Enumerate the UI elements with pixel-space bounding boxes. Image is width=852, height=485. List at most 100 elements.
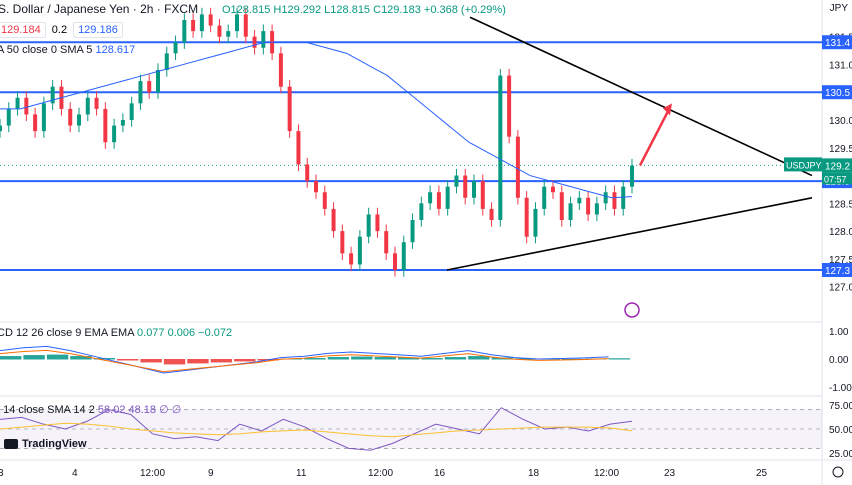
candle-body bbox=[226, 31, 231, 37]
symbol-title-text: S. Dollar / Japanese Yen · 2h · FXCM bbox=[0, 2, 199, 16]
price-tick-label: 130.0 bbox=[829, 116, 852, 127]
candle-body bbox=[235, 14, 239, 32]
sell-button[interactable]: 129.184 bbox=[0, 22, 46, 38]
triangle-upper-trendline bbox=[469, 16, 813, 177]
candle-body bbox=[305, 164, 310, 182]
candle-body bbox=[349, 253, 354, 265]
rsi-values: 58.02 48.18 ∅ ∅ bbox=[97, 404, 182, 416]
candle-body bbox=[428, 192, 433, 204]
sma-line bbox=[0, 41, 633, 199]
spread-value: 0.2 bbox=[51, 24, 68, 36]
settings-gear-icon bbox=[832, 466, 844, 478]
price-tick-label: 128.5 bbox=[829, 199, 852, 210]
time-tick-label: 23 bbox=[664, 468, 676, 479]
macd-histogram-bar bbox=[117, 359, 139, 361]
macd-tick-label: 1.00 bbox=[829, 327, 849, 338]
macd-histogram-bar bbox=[140, 359, 162, 363]
candle-body bbox=[480, 181, 485, 209]
candle-body bbox=[217, 25, 222, 37]
projection-arrow bbox=[638, 108, 671, 166]
lightning-icon bbox=[624, 302, 640, 318]
candle-body bbox=[603, 192, 608, 204]
macd-histogram-bar bbox=[351, 356, 373, 360]
candle-body bbox=[138, 81, 143, 104]
macd-line bbox=[0, 345, 609, 374]
countdown-text: 07:57 bbox=[824, 174, 847, 184]
trade-buttons: 129.184 0.2 129.186 bbox=[0, 22, 123, 38]
macd-histogram-bar bbox=[608, 358, 630, 360]
candle-body bbox=[393, 253, 397, 270]
rsi-tick-label: 75.00 bbox=[829, 401, 852, 412]
macd-tick-label: -1.00 bbox=[829, 383, 852, 394]
level-price-tag bbox=[822, 85, 852, 100]
candle-body bbox=[419, 203, 424, 220]
rsi-line bbox=[0, 407, 633, 451]
time-tick-label: 12:00 bbox=[140, 468, 165, 479]
candle-body bbox=[621, 186, 626, 209]
rsi-tick-label: 50.00 bbox=[829, 425, 852, 436]
macd-histogram-bar bbox=[163, 359, 186, 365]
macd-histogram-bar bbox=[0, 356, 22, 360]
tradingview-logo[interactable]: TradingView bbox=[4, 438, 87, 450]
candle-body bbox=[261, 31, 266, 48]
triangle-lower-trendline bbox=[446, 196, 813, 271]
rsi-legend[interactable]: I 14 close SMA 14 2 58.02 48.18 ∅ ∅ bbox=[0, 403, 181, 416]
last-price-text: 129.2 bbox=[825, 161, 850, 172]
last-price-tag bbox=[822, 158, 852, 173]
macd-histogram-bar bbox=[468, 356, 490, 360]
macd-histogram-bar bbox=[187, 359, 209, 364]
buy-button[interactable]: 129.186 bbox=[73, 22, 123, 38]
candle-body bbox=[15, 97, 20, 109]
macd-histogram-bar bbox=[444, 357, 467, 360]
candle-body bbox=[454, 175, 459, 187]
candle-body bbox=[182, 20, 187, 43]
macd-histogram-bar bbox=[327, 357, 350, 360]
candle-body bbox=[507, 75, 512, 137]
candle-body bbox=[0, 125, 2, 132]
time-tick-label: 16 bbox=[434, 468, 446, 479]
time-tick-label: 12:00 bbox=[368, 468, 393, 479]
macd-histogram-bar bbox=[538, 359, 560, 360]
candle-body bbox=[586, 197, 591, 215]
sma-value: 128.617 bbox=[95, 44, 136, 56]
candle-body bbox=[156, 70, 160, 93]
time-tick-label: 11 bbox=[296, 468, 307, 479]
macd-histogram-bar bbox=[561, 358, 584, 360]
candle-body bbox=[542, 186, 547, 209]
candle-body bbox=[129, 103, 134, 120]
candle-body bbox=[489, 208, 494, 220]
candle-body bbox=[384, 231, 389, 254]
level-price-tag bbox=[822, 263, 852, 277]
candle-body bbox=[331, 208, 336, 232]
candle-body bbox=[112, 125, 117, 143]
price-tick-label: 131.0 bbox=[829, 60, 852, 71]
candle-body bbox=[559, 192, 564, 220]
ohlc-low: L128.815 bbox=[324, 4, 371, 16]
candle-body bbox=[68, 108, 73, 126]
candle-body bbox=[314, 181, 318, 193]
sma-legend[interactable]: A 50 close 0 SMA 5 128.617 bbox=[0, 44, 135, 56]
symbol-title[interactable]: S. Dollar / Japanese Yen · 2h · FXCM bbox=[0, 2, 198, 16]
candle-body bbox=[357, 236, 362, 265]
candle-body bbox=[594, 203, 599, 215]
projection-arrow-head bbox=[663, 103, 672, 116]
ohlc-open: O128.815 bbox=[222, 4, 271, 16]
candle-body bbox=[568, 203, 573, 220]
candle-body bbox=[33, 114, 38, 132]
candle-body bbox=[173, 42, 178, 54]
macd-histogram-bar bbox=[304, 358, 326, 360]
symbol-tag-bg bbox=[784, 157, 822, 172]
candle-body bbox=[498, 75, 503, 220]
level-price-text: 131.4 bbox=[825, 38, 850, 49]
candle-body bbox=[24, 97, 29, 115]
macd-legend[interactable]: CD 12 26 close 9 EMA EMA 0.077 0.006 −0.… bbox=[0, 327, 232, 339]
candle-body bbox=[85, 97, 90, 115]
time-tick-label: 25 bbox=[756, 468, 768, 479]
macd-histogram-bar bbox=[514, 358, 537, 360]
macd-tick-label: 0.00 bbox=[829, 355, 849, 366]
candle-body bbox=[515, 136, 520, 198]
level-price-text: 130.5 bbox=[825, 88, 850, 99]
candle-body bbox=[524, 197, 529, 237]
candle-body bbox=[191, 20, 196, 32]
